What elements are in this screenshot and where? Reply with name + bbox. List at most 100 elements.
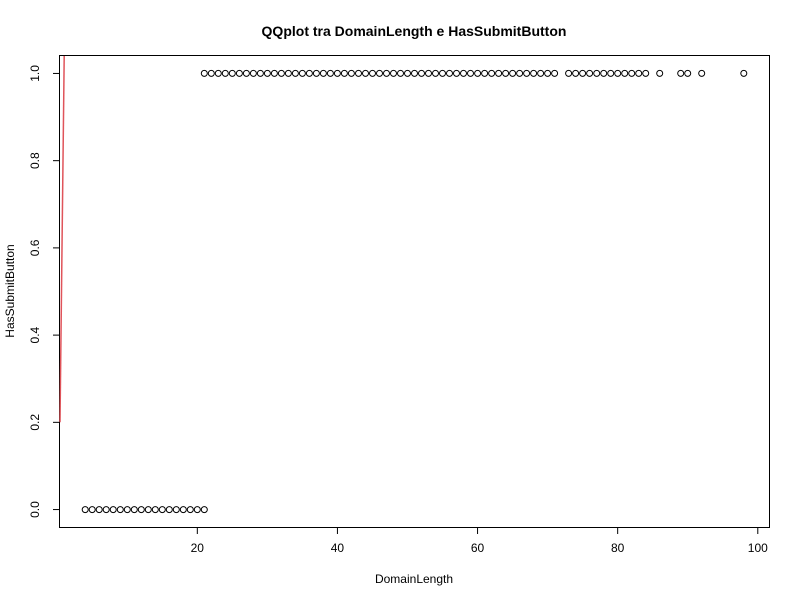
data-point: [628, 69, 636, 77]
data-point: [263, 69, 271, 77]
data-point: [270, 69, 278, 77]
data-point: [397, 69, 404, 77]
data-point: [200, 69, 208, 77]
data-point: [130, 506, 138, 514]
data-point: [460, 69, 467, 77]
data-point: [326, 69, 334, 77]
data-point: [439, 69, 446, 77]
x-tick-label: 40: [331, 541, 345, 555]
data-point: [256, 69, 264, 77]
data-point: [614, 69, 622, 77]
data-point: [242, 69, 250, 77]
data-point: [355, 69, 362, 77]
data-point: [200, 506, 208, 514]
data-point: [249, 69, 257, 77]
data-point: [432, 69, 439, 77]
data-point: [586, 69, 594, 77]
data-point: [635, 69, 643, 77]
data-point: [221, 69, 229, 77]
data-point: [179, 506, 187, 514]
reference-line-layer: [59, 55, 65, 423]
data-point: [516, 69, 524, 77]
data-point: [186, 506, 194, 514]
data-point: [144, 506, 152, 514]
plot-frame: [59, 55, 770, 528]
data-point: [453, 69, 460, 77]
data-point: [305, 69, 313, 77]
data-point: [467, 69, 474, 77]
data-point: [88, 506, 96, 514]
data-point: [600, 69, 608, 77]
x-axis-label: DomainLength: [375, 572, 453, 586]
data-point: [418, 69, 425, 77]
x-tick-label: 20: [191, 541, 205, 555]
data-point: [340, 69, 348, 77]
data-point: [347, 69, 355, 77]
data-point: [481, 69, 489, 77]
y-tick-label: 0.8: [28, 152, 42, 169]
y-axis-label: HasSubmitButton: [3, 244, 17, 337]
data-point: [116, 506, 124, 514]
data-point: [572, 69, 580, 77]
x-tick-label: 60: [471, 541, 485, 555]
data-point: [537, 69, 545, 77]
x-axis: 20 40 60 80 100: [191, 527, 768, 555]
data-point: [621, 69, 629, 77]
data-point: [284, 69, 292, 77]
chart-title: QQplot tra DomainLength e HasSubmitButto…: [262, 23, 567, 39]
data-point: [698, 69, 706, 77]
data-point: [362, 69, 369, 77]
data-point: [411, 69, 418, 77]
data-point: [235, 69, 243, 77]
data-point: [151, 506, 159, 514]
y-tick-label: 0.6: [28, 239, 42, 256]
data-point: [544, 69, 552, 77]
data-point: [291, 69, 299, 77]
y-tick-label: 0.2: [28, 414, 42, 431]
y-tick-label: 0.4: [28, 326, 42, 343]
data-point: [312, 69, 320, 77]
data-point: [207, 69, 215, 77]
data-point: [495, 69, 503, 77]
data-point: [607, 69, 615, 77]
x-tick-label: 100: [748, 541, 768, 555]
data-point: [158, 506, 166, 514]
data-point: [123, 506, 131, 514]
data-point: [102, 506, 110, 514]
data-point: [228, 69, 236, 77]
data-point: [593, 69, 601, 77]
data-point: [502, 69, 510, 77]
data-point: [446, 69, 453, 77]
data-point: [488, 69, 496, 77]
data-point: [740, 69, 748, 77]
data-point: [369, 69, 376, 77]
data-point: [642, 69, 650, 77]
y-tick-label: 0.0: [28, 501, 42, 518]
data-point: [214, 69, 222, 77]
data-point: [404, 69, 411, 77]
data-point: [656, 69, 664, 77]
data-point: [109, 506, 117, 514]
data-point: [277, 69, 285, 77]
data-point: [425, 69, 432, 77]
data-point: [193, 506, 201, 514]
data-point: [383, 69, 390, 77]
data-point: [530, 69, 538, 77]
data-point: [474, 69, 482, 77]
data-point: [333, 69, 341, 77]
data-point: [298, 69, 306, 77]
data-point: [319, 69, 327, 77]
data-point: [376, 69, 383, 77]
data-point: [81, 506, 89, 514]
y-axis: 0.0 0.2 0.4 0.6 0.8 1.0: [28, 65, 60, 518]
x-tick-label: 80: [611, 541, 625, 555]
data-point: [579, 69, 587, 77]
data-point: [137, 506, 145, 514]
data-point: [565, 69, 573, 77]
reference-line: [59, 55, 65, 423]
data-point: [95, 506, 103, 514]
data-point: [390, 69, 397, 77]
points-layer: [81, 69, 748, 514]
data-point: [509, 69, 517, 77]
